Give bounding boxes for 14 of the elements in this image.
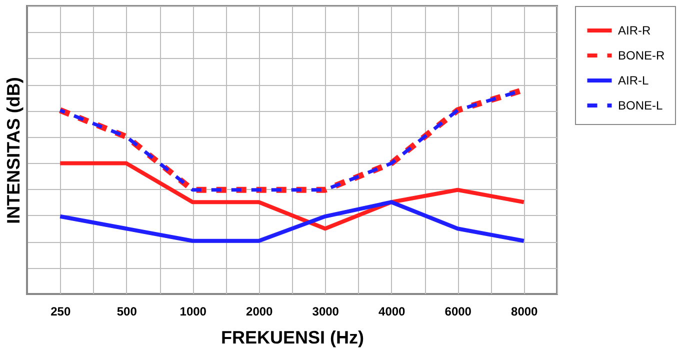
x-tick-label: 2000 — [246, 304, 274, 318]
x-tick-label: 4000 — [378, 304, 406, 318]
legend-label: AIR-R — [618, 24, 651, 38]
x-tick-label: 250 — [50, 304, 71, 318]
x-tick-label: 500 — [116, 304, 138, 318]
x-tick-label: 3000 — [312, 304, 340, 318]
x-axis-title: FREKUENSI (Hz) — [221, 328, 364, 348]
y-axis-title: INTENSITAS (dB) — [4, 77, 24, 224]
legend-label: BONE-R — [618, 48, 666, 62]
x-tick-label: 1000 — [180, 304, 207, 318]
x-tick-label: 6000 — [444, 304, 472, 318]
legend-label: BONE-L — [618, 98, 664, 112]
x-tick-label: 8000 — [511, 304, 538, 318]
legend-label: AIR-L — [618, 74, 649, 88]
